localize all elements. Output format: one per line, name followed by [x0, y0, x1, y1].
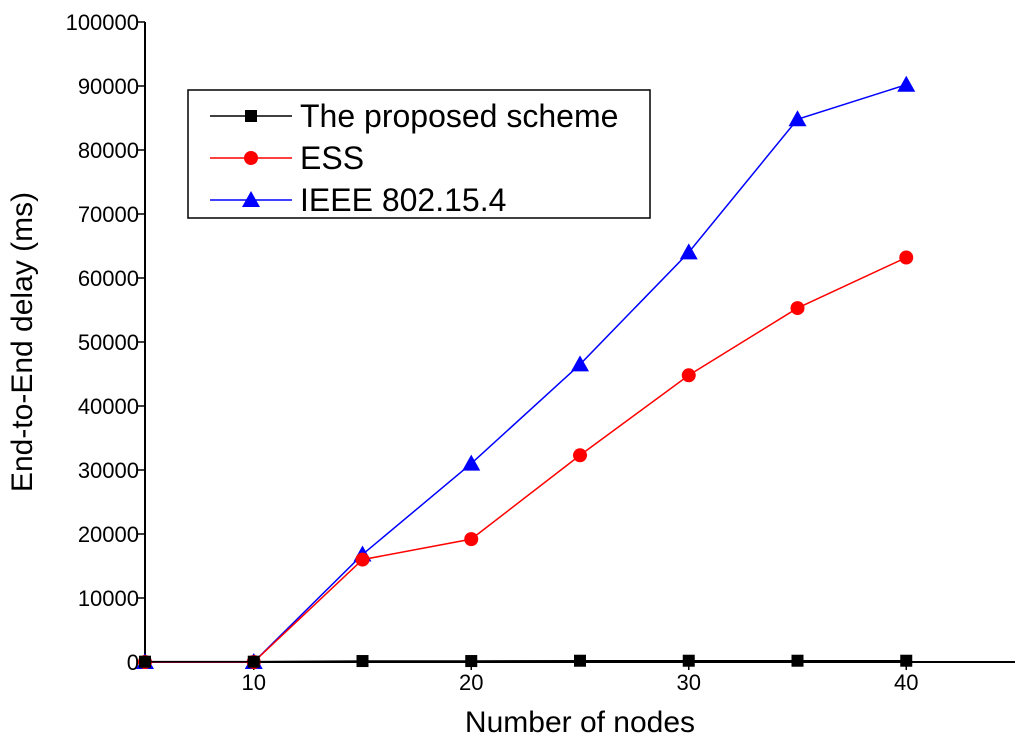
x-tick-label: 20	[459, 670, 483, 695]
legend: The proposed scheme ESS IEEE 802.15.4	[187, 89, 651, 219]
data-point	[791, 654, 804, 667]
y-tick-label: 90000	[78, 74, 139, 99]
data-point	[897, 75, 916, 92]
legend-marker	[244, 151, 258, 165]
x-tick-label: 30	[677, 670, 701, 695]
data-point	[139, 655, 151, 668]
legend-label: ESS	[300, 140, 364, 176]
y-tick-label: 60000	[78, 266, 139, 291]
series-circle	[138, 250, 914, 669]
legend-item: IEEE 802.15.4	[210, 182, 506, 218]
legend-item: ESS	[210, 140, 364, 176]
x-tick-label: 10	[242, 670, 266, 695]
y-tick-label: 40000	[78, 394, 139, 419]
data-point	[681, 368, 696, 383]
data-point	[571, 355, 589, 372]
legend-label: The proposed scheme	[300, 98, 618, 134]
data-point	[682, 654, 695, 667]
y-tick-label: 80000	[78, 138, 139, 163]
y-tick-label: 50000	[78, 330, 139, 355]
data-point	[573, 448, 587, 463]
y-tick-label: 70000	[78, 202, 139, 227]
y-tick-label: 30000	[78, 458, 139, 483]
data-point	[356, 655, 369, 668]
data-point	[679, 243, 698, 260]
series-line	[145, 256, 907, 663]
data-point	[790, 301, 805, 316]
x-tick-label: 40	[894, 670, 918, 695]
legend-box	[187, 89, 651, 219]
data-point	[900, 654, 913, 667]
y-tick-label: 10000	[78, 586, 139, 611]
series-line	[145, 659, 907, 663]
y-tick-label: 20000	[78, 522, 139, 547]
y-ticks: 0 10000 20000 30000 40000 50000 60000 70000 8000…	[66, 10, 145, 675]
x-axis-label: Number of nodes	[465, 706, 695, 739]
x-ticks: 10 20 30 40	[242, 662, 918, 695]
legend-items: The proposed scheme ESS IEEE 802.15.4	[210, 98, 618, 218]
series-layer	[136, 75, 916, 669]
data-point	[464, 532, 479, 547]
data-point	[899, 250, 914, 265]
y-tick-label: 0	[127, 650, 139, 675]
legend-marker	[242, 191, 260, 207]
data-point	[788, 110, 807, 127]
series-square	[139, 654, 913, 668]
data-point	[574, 654, 586, 667]
data-point	[462, 454, 481, 471]
data-point	[465, 655, 478, 668]
data-point	[355, 552, 370, 567]
legend-label: IEEE 802.15.4	[300, 182, 506, 218]
y-tick-label: 100000	[66, 10, 139, 35]
y-axis-label: End-to-End delay (ms)	[6, 192, 39, 492]
data-point	[247, 655, 260, 668]
legend-marker	[245, 110, 257, 122]
legend-item: The proposed scheme	[210, 98, 618, 134]
